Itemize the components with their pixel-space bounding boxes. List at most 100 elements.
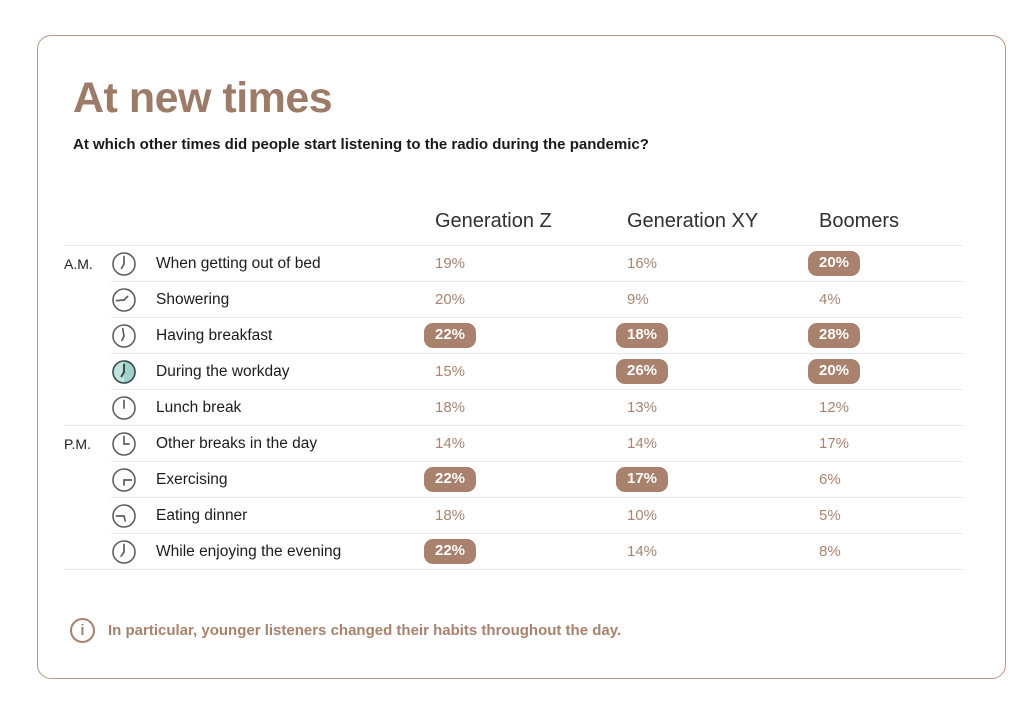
value-cell: 19% xyxy=(435,255,627,272)
value-cell: 20% xyxy=(808,359,963,384)
value-cell: 18% xyxy=(435,507,627,524)
table-row: A.M. When getting out of bed 19% 16% 20% xyxy=(64,246,963,281)
table-row: P.M. Other breaks in the day 14% 14% 17% xyxy=(64,426,963,461)
value: 14% xyxy=(627,543,658,560)
value-cell: 12% xyxy=(819,399,963,416)
value: 9% xyxy=(627,291,649,308)
value: 20% xyxy=(435,291,466,308)
table-row: Showering 20% 9% 4% xyxy=(64,282,963,317)
highlighted-value: 26% xyxy=(616,359,669,384)
row-divider xyxy=(64,245,963,246)
clock-icon xyxy=(111,503,156,529)
table-row: While enjoying the evening 22% 14% 8% xyxy=(64,534,963,569)
value-cell: 9% xyxy=(627,291,819,308)
value-cell: 4% xyxy=(819,291,963,308)
value-cell: 6% xyxy=(819,471,963,488)
footer-note-text: In particular, younger listeners changed… xyxy=(108,622,622,639)
highlighted-value: 22% xyxy=(424,467,477,492)
column-header-generation-xy: Generation XY xyxy=(627,210,759,232)
highlighted-value: 20% xyxy=(808,359,861,384)
value: 15% xyxy=(435,363,466,380)
value-cell: 5% xyxy=(819,507,963,524)
clock-icon xyxy=(111,539,156,565)
clock-icon xyxy=(111,395,156,421)
period-label: A.M. xyxy=(64,255,93,272)
value: 18% xyxy=(435,507,466,524)
value-cell: 15% xyxy=(435,363,627,380)
value-cell: 14% xyxy=(435,435,627,452)
value: 14% xyxy=(627,435,658,452)
page-subtitle: At which other times did people start li… xyxy=(73,136,649,153)
table-bottom-divider xyxy=(64,569,963,570)
value-cell: 18% xyxy=(616,323,819,348)
row-divider xyxy=(111,353,963,354)
activity-label: Having breakfast xyxy=(156,326,273,344)
value-cell: 8% xyxy=(819,543,963,560)
clock-icon xyxy=(111,323,156,349)
row-divider xyxy=(111,389,963,390)
row-divider xyxy=(111,497,963,498)
value-cell: 13% xyxy=(627,399,819,416)
value-cell: 10% xyxy=(627,507,819,524)
value-cell: 14% xyxy=(627,543,819,560)
value-cell: 22% xyxy=(424,467,627,492)
table-row: Eating dinner 18% 10% 5% xyxy=(64,498,963,533)
value: 18% xyxy=(435,399,466,416)
value-cell: 17% xyxy=(819,435,963,452)
activity-label: While enjoying the evening xyxy=(156,542,342,560)
value-cell: 28% xyxy=(808,323,963,348)
value: 13% xyxy=(627,399,658,416)
infographic-card: At new times At which other times did pe… xyxy=(37,35,1006,679)
value-cell: 20% xyxy=(435,291,627,308)
value-cell: 17% xyxy=(616,467,819,492)
value-cell: 22% xyxy=(424,539,627,564)
table-row: Having breakfast 22% 18% 28% xyxy=(64,318,963,353)
info-icon: i xyxy=(70,618,95,643)
activity-label: Lunch break xyxy=(156,398,242,416)
table-header-row: Generation Z Generation XY Boomers xyxy=(64,201,963,245)
period-label: P.M. xyxy=(64,435,91,452)
column-header-boomers: Boomers xyxy=(819,210,900,232)
activity-label: Other breaks in the day xyxy=(156,434,318,452)
clock-icon xyxy=(111,467,156,493)
clock-icon xyxy=(111,359,156,385)
value: 19% xyxy=(435,255,466,272)
table-row: Lunch break 18% 13% 12% xyxy=(64,390,963,425)
table-rows: A.M. When getting out of bed 19% 16% 20% Show… xyxy=(64,245,963,570)
data-table: Generation Z Generation XY Boomers A.M. W… xyxy=(64,201,963,570)
value: 16% xyxy=(627,255,658,272)
row-divider xyxy=(111,281,963,282)
row-divider xyxy=(64,425,963,426)
activity-label: When getting out of bed xyxy=(156,254,321,272)
value-cell: 14% xyxy=(627,435,819,452)
value-cell: 26% xyxy=(616,359,819,384)
value: 5% xyxy=(819,507,841,524)
column-header-generation-z: Generation Z xyxy=(435,210,552,232)
value-cell: 16% xyxy=(627,255,819,272)
activity-label: During the workday xyxy=(156,362,290,380)
highlighted-value: 28% xyxy=(808,323,861,348)
value: 14% xyxy=(435,435,466,452)
value: 4% xyxy=(819,291,841,308)
value: 10% xyxy=(627,507,658,524)
row-divider xyxy=(111,317,963,318)
footer-note: i In particular, younger listeners chang… xyxy=(70,618,621,643)
highlighted-value: 20% xyxy=(808,251,861,276)
value: 12% xyxy=(819,399,850,416)
highlighted-value: 18% xyxy=(616,323,669,348)
highlighted-value: 22% xyxy=(424,539,477,564)
activity-label: Eating dinner xyxy=(156,506,248,524)
clock-icon xyxy=(111,251,156,277)
value: 6% xyxy=(819,471,841,488)
value: 17% xyxy=(819,435,850,452)
value-cell: 20% xyxy=(808,251,963,276)
highlighted-value: 22% xyxy=(424,323,477,348)
activity-label: Showering xyxy=(156,290,230,308)
clock-icon xyxy=(111,287,156,313)
table-row: During the workday 15% 26% 20% xyxy=(64,354,963,389)
value-cell: 22% xyxy=(424,323,627,348)
row-divider xyxy=(111,533,963,534)
page-title: At new times xyxy=(73,74,333,122)
highlighted-value: 17% xyxy=(616,467,669,492)
clock-icon xyxy=(111,431,156,457)
